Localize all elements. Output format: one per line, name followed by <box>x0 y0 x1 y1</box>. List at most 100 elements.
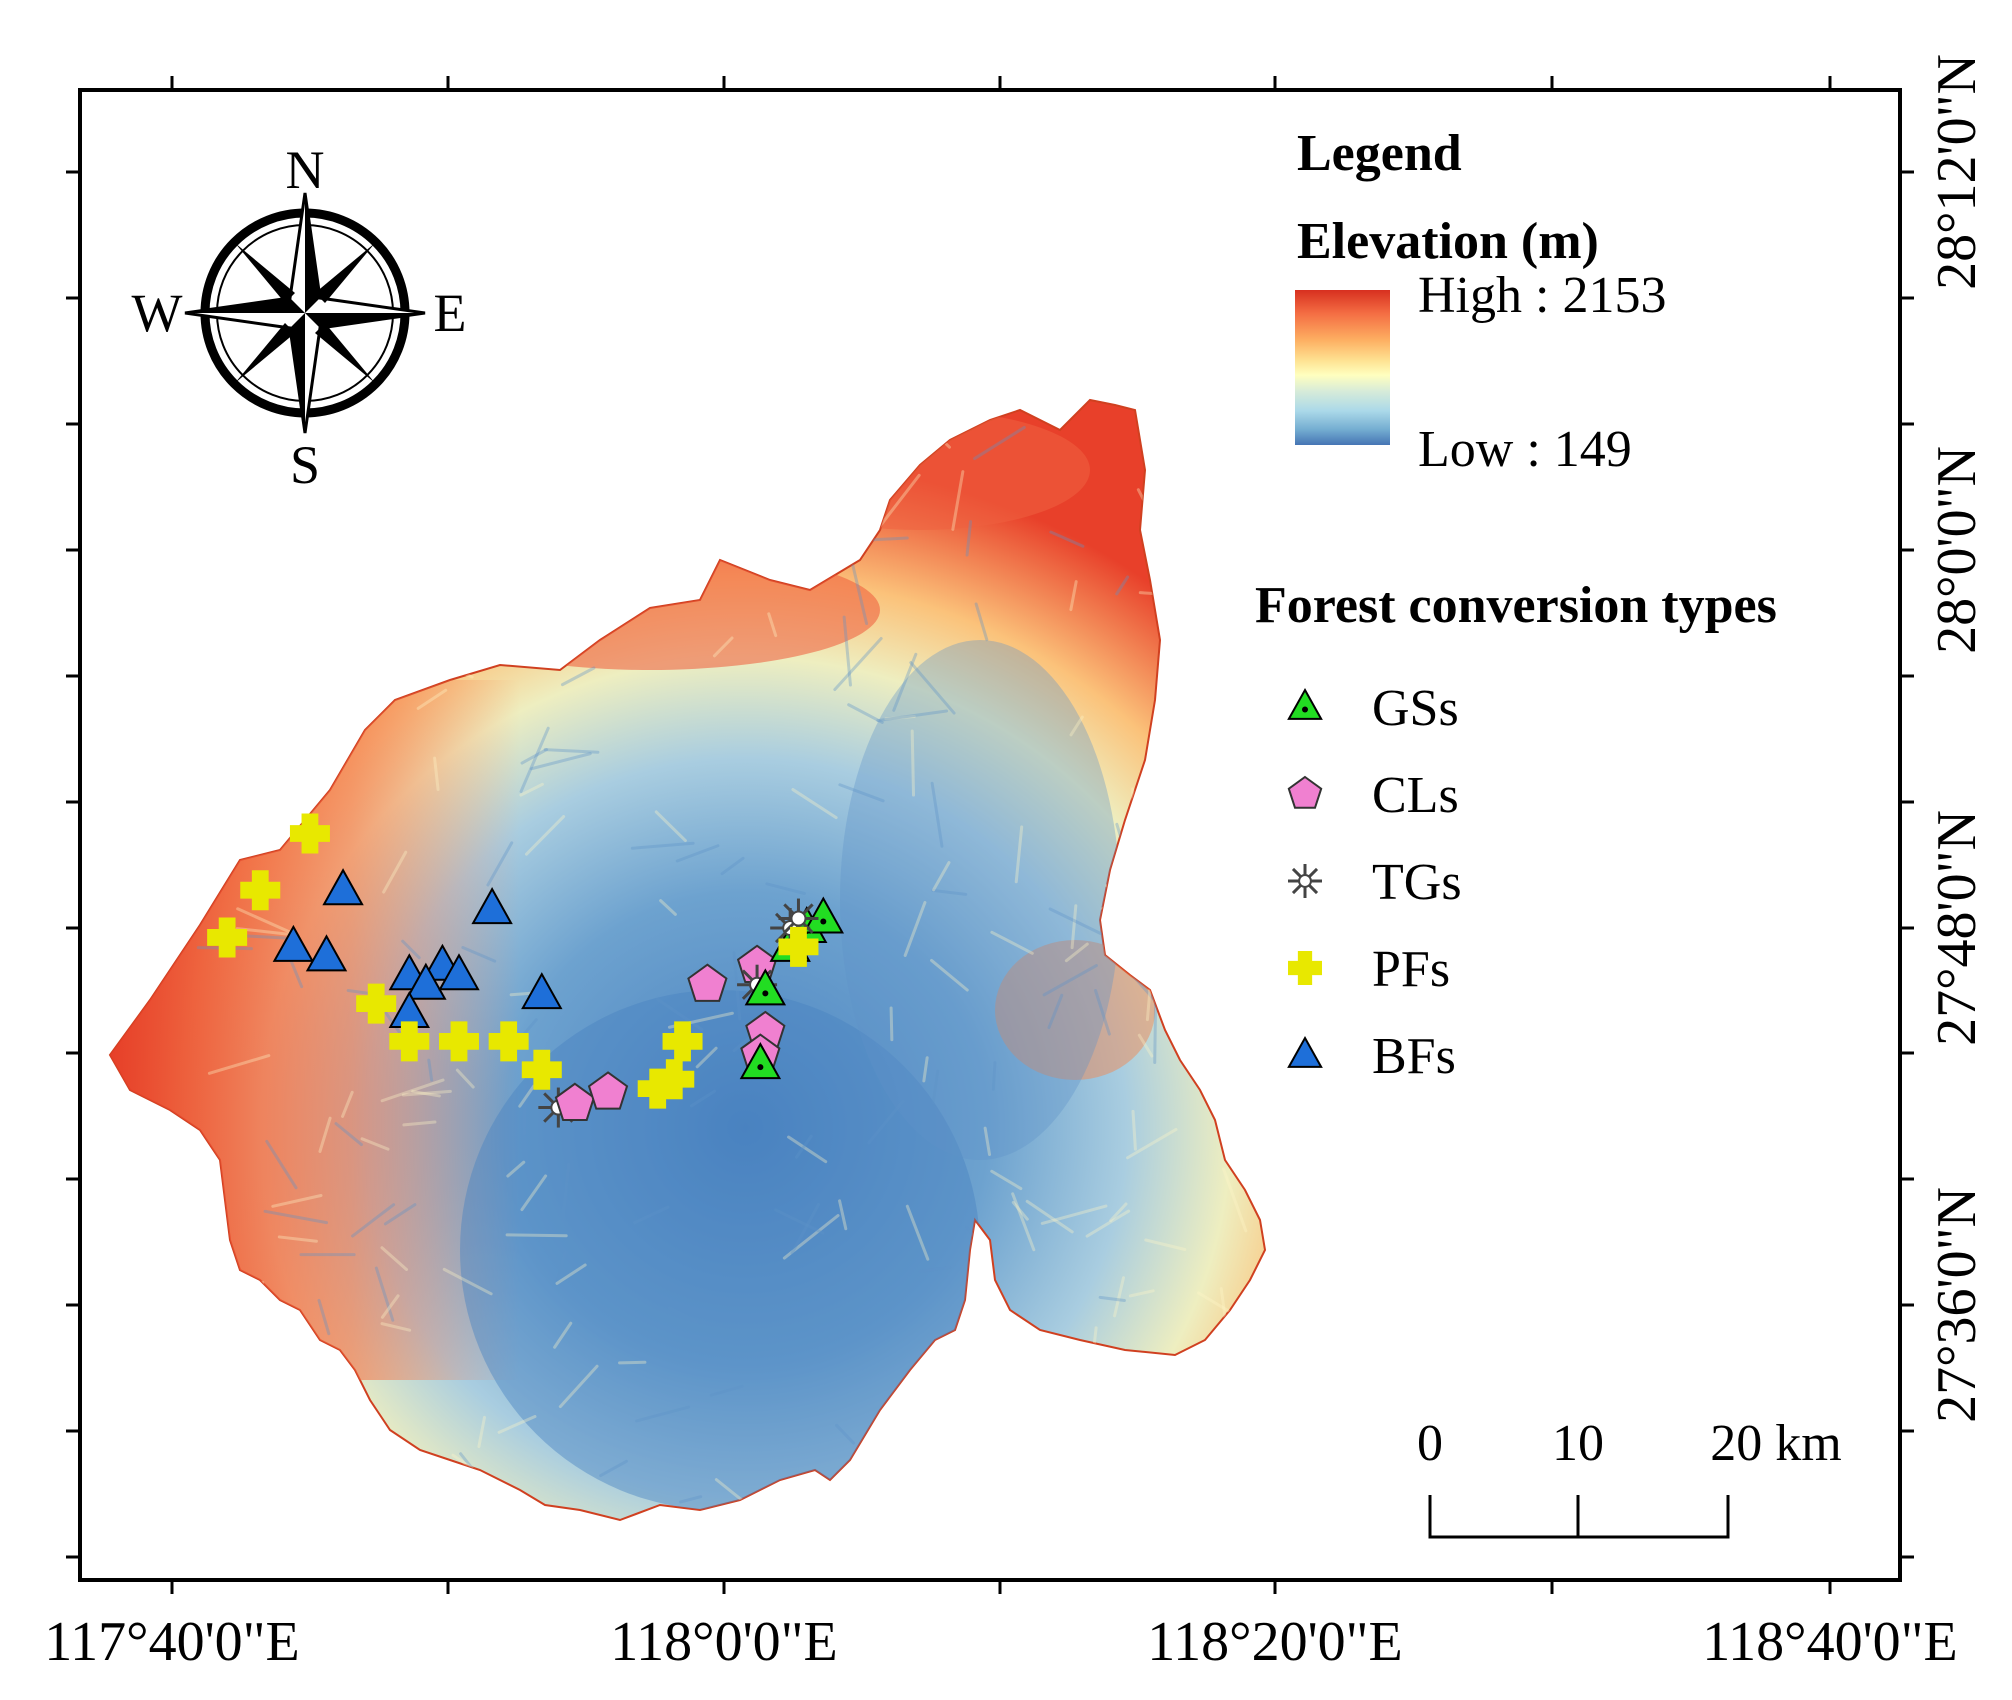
map-point-bfs <box>471 887 513 925</box>
terrain-stroke <box>382 850 408 894</box>
terrain-stroke <box>520 748 549 765</box>
terrain-stroke <box>712 636 734 658</box>
terrain-stroke <box>720 856 745 876</box>
elevation-ramp <box>1295 290 1390 445</box>
terrain-stroke <box>518 1084 536 1108</box>
map-point-cls <box>587 1071 629 1110</box>
terrain-stroke <box>903 901 927 957</box>
terrain-stroke <box>486 841 514 887</box>
terrain-stroke <box>876 709 949 723</box>
terrain-stroke <box>380 629 414 661</box>
terrain-stroke <box>892 652 918 712</box>
terrain-stroke <box>1128 1289 1155 1298</box>
terrain-stroke <box>380 1078 445 1103</box>
terrain-stroke <box>647 465 685 472</box>
terrain-stroke <box>1047 993 1064 1030</box>
terrain-stroke <box>1069 580 1078 612</box>
terrain-stroke <box>204 424 225 464</box>
map-point-gss <box>739 1042 782 1080</box>
terrain-stroke <box>875 473 921 532</box>
terrain-stroke <box>679 1495 703 1504</box>
compass-s: S <box>290 435 320 495</box>
terrain-stroke <box>1137 1033 1154 1058</box>
terrain-stroke <box>1048 907 1107 938</box>
terrain-stroke <box>932 861 951 892</box>
terrain-stroke <box>172 650 203 656</box>
map-point-pfs <box>488 1021 529 1062</box>
terrain-stroke <box>668 400 685 422</box>
terrain-stroke <box>271 502 305 559</box>
compass-w: W <box>132 283 183 343</box>
terrain-stroke <box>787 1135 828 1164</box>
legend-label-pfs: PFs <box>1372 941 1450 998</box>
map-point-pfs <box>521 1049 562 1090</box>
terrain-stroke <box>1094 988 1111 1036</box>
terrain-stroke <box>1179 406 1223 421</box>
terrain-stroke <box>732 950 742 1021</box>
terrain-stroke <box>555 1263 587 1285</box>
terrain-stroke <box>924 423 951 449</box>
terrain-stroke <box>889 1006 894 1042</box>
terrain-stroke <box>838 1199 848 1231</box>
terrain-stroke <box>695 1046 718 1069</box>
terrain-stroke <box>380 1322 412 1332</box>
terrain-stroke <box>303 571 312 603</box>
legend-symbol-pfs <box>1288 951 1322 985</box>
north-ridge <box>420 550 880 670</box>
terrain-stroke <box>767 612 778 638</box>
north-ridge-2 <box>750 410 1090 530</box>
terrain-stroke <box>380 1246 409 1271</box>
terrain-stroke <box>199 707 223 748</box>
terrain-stroke <box>1165 765 1211 771</box>
terrain-stroke <box>147 1210 191 1228</box>
terrain-stroke <box>1003 1397 1015 1423</box>
legend-label-tgs: TGs <box>1372 854 1462 911</box>
legend-label-gss: GSs <box>1372 680 1459 737</box>
terrain-stroke <box>177 1265 235 1307</box>
terrain-stroke <box>1185 922 1196 975</box>
terrain-stroke <box>851 480 873 494</box>
terrain-stroke <box>603 423 626 436</box>
terrain-stroke <box>111 942 155 959</box>
terrain-stroke <box>1014 825 1024 884</box>
central-valley <box>460 990 980 1510</box>
east-ridge <box>995 940 1155 1080</box>
terrain-stroke <box>555 1251 567 1282</box>
terrain-stroke <box>675 844 720 863</box>
terrain-stroke <box>551 507 559 557</box>
terrain-stroke <box>931 1069 940 1105</box>
terrain-stroke <box>1215 496 1254 527</box>
terrain-stroke <box>1256 424 1263 449</box>
x-tick-label: 118°20'0"E <box>1147 1611 1402 1673</box>
map-point-pfs <box>438 1021 479 1062</box>
map-point-pfs <box>637 1068 678 1109</box>
terrain-stroke <box>253 617 290 634</box>
elevation-high-label: High : 2153 <box>1418 267 1666 324</box>
terrain-stroke <box>1148 750 1203 774</box>
terrain-stroke <box>265 1139 298 1190</box>
terrain-stroke <box>1131 1109 1137 1151</box>
x-tick-label: 117°40'0"E <box>44 1611 299 1673</box>
terrain-stroke <box>242 934 287 940</box>
terrain-stroke <box>599 1459 628 1478</box>
terrain-stroke <box>833 636 883 692</box>
map-point-pfs <box>240 870 281 911</box>
terrain-stroke <box>154 441 159 512</box>
x-tick-label: 118°40'0"E <box>1702 1611 1957 1673</box>
terrain-stroke <box>835 1423 856 1445</box>
terrain-stroke <box>689 1089 717 1108</box>
terrain-stroke <box>524 815 566 856</box>
y-tick-label: 27°36'0"N <box>1926 1187 1988 1423</box>
terrain-stroke <box>734 466 762 506</box>
map-point-pfs <box>778 926 819 967</box>
terrain-stroke <box>704 447 724 487</box>
terrain-stroke <box>842 615 852 687</box>
terrain-stroke <box>461 946 497 963</box>
map-point-gss <box>802 896 845 934</box>
terrain-stroke <box>1235 1108 1251 1137</box>
terrain-stroke <box>207 1054 271 1075</box>
terrain-stroke <box>1064 942 1089 963</box>
y-tick-label: 28°12'0"N <box>1926 54 1988 290</box>
terrain-stroke <box>765 882 806 895</box>
